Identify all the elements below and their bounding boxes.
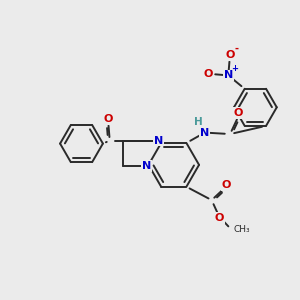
Text: N: N xyxy=(154,136,164,146)
Text: O: O xyxy=(204,69,213,79)
Text: O: O xyxy=(222,180,231,190)
Text: CH₃: CH₃ xyxy=(233,225,250,234)
Text: H: H xyxy=(194,117,203,127)
Text: O: O xyxy=(234,108,243,118)
Text: N: N xyxy=(200,128,209,138)
Text: -: - xyxy=(234,44,238,54)
Text: O: O xyxy=(103,114,113,124)
Text: O: O xyxy=(225,50,235,61)
Text: N: N xyxy=(224,70,233,80)
Text: O: O xyxy=(214,213,224,223)
Text: +: + xyxy=(231,64,239,74)
Text: N: N xyxy=(142,161,151,171)
